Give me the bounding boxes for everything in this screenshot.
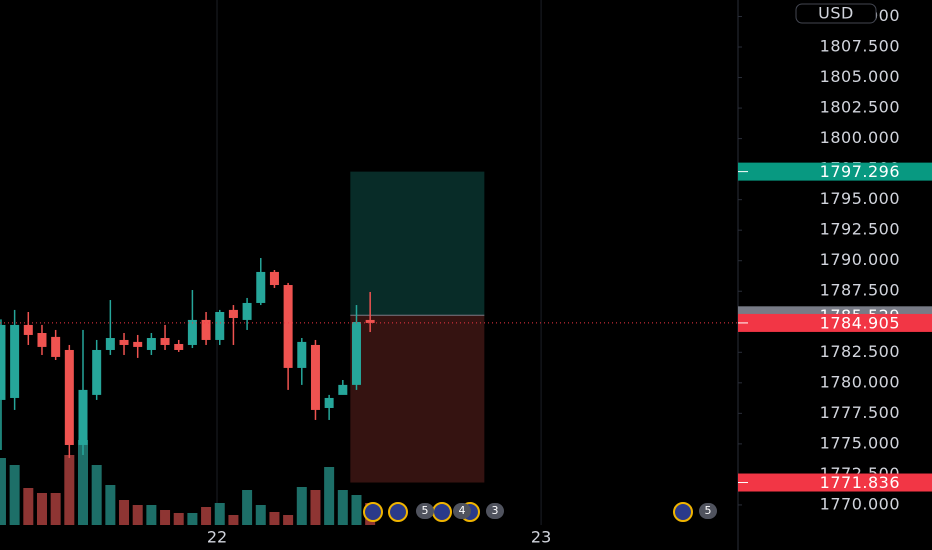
candle-body — [242, 302, 252, 320]
y-tick-label: 1792.500 — [820, 220, 900, 239]
volume-bar — [351, 495, 362, 525]
event-badge — [486, 503, 504, 519]
price-label-box — [738, 162, 932, 181]
candle-body — [10, 324, 20, 398]
y-tick-label: 1787.500 — [820, 281, 900, 300]
y-tick-label: 1770.000 — [820, 494, 900, 513]
candle-body — [146, 338, 156, 350]
volume-bar — [255, 505, 266, 525]
volume-bar — [310, 490, 321, 525]
event-badge — [416, 503, 434, 519]
event-badge — [699, 503, 717, 519]
candle-body — [215, 312, 225, 340]
currency-box — [795, 3, 877, 24]
candle-body — [160, 338, 170, 345]
event-badge-text: 4 — [459, 504, 466, 517]
volume-bar — [187, 513, 198, 525]
events: 5 4 3 5 — [363, 502, 717, 522]
candle-body — [201, 319, 211, 340]
volume-bar — [214, 503, 225, 525]
volume-bar — [78, 440, 89, 525]
candle-body — [92, 349, 102, 395]
volume-bar — [324, 467, 335, 525]
volume-bar — [0, 458, 6, 525]
candle-body — [78, 389, 88, 445]
x-tick-label: 22 — [207, 528, 227, 547]
candle-body — [256, 271, 266, 303]
event-flag[interactable] — [673, 502, 693, 522]
volume-bar — [132, 505, 143, 525]
candle-body — [269, 271, 279, 286]
y-tick-label: 1802.500 — [820, 98, 900, 117]
y-tick-label: 1775.000 — [820, 433, 900, 452]
candle-body — [174, 343, 184, 350]
loss-zone — [350, 315, 485, 483]
price-label-box — [738, 313, 932, 332]
y-tick-label: 1777.500 — [820, 403, 900, 422]
x-tick-label: 23 — [531, 528, 551, 547]
candle-body — [228, 309, 238, 318]
event-badge — [453, 503, 471, 519]
candle-body — [297, 341, 307, 368]
volume-bar — [91, 465, 102, 525]
event-flag[interactable] — [363, 502, 383, 522]
y-tick-label: 1805.000 — [820, 67, 900, 86]
volume-bar — [228, 515, 239, 525]
volume-bar — [337, 490, 348, 525]
volume-bar — [105, 485, 116, 525]
candle-body — [64, 349, 74, 445]
candle-body — [51, 336, 61, 357]
volume-bar — [160, 510, 171, 525]
candle-body — [23, 324, 33, 335]
y-tick-label: 1807.500 — [820, 37, 900, 56]
volume-bar — [269, 512, 280, 525]
volume-bar — [119, 500, 130, 525]
price-label: 1771.836 — [820, 473, 900, 492]
y-tick-label: 1780.000 — [820, 372, 900, 391]
volume-bar — [50, 493, 61, 525]
candle-body — [324, 397, 334, 408]
volume-bar — [23, 488, 34, 525]
candle-body — [338, 384, 348, 395]
event-badge-text: 5 — [705, 504, 712, 517]
candle-body — [105, 338, 115, 350]
volume-bar — [64, 455, 75, 525]
price-label-box — [738, 473, 932, 492]
y-tick-label: 1790.000 — [820, 250, 900, 269]
volume-bar — [9, 465, 20, 525]
candle-body — [351, 322, 361, 385]
volume-bar — [296, 487, 307, 525]
event-flag[interactable] — [432, 502, 452, 522]
volume-bar — [242, 490, 253, 525]
volume-bar — [283, 515, 294, 525]
price-label: 1797.296 — [820, 162, 900, 181]
volume-bar — [173, 513, 184, 525]
candle-body — [0, 324, 6, 400]
event-flag[interactable] — [388, 502, 408, 522]
volume-bar — [146, 505, 157, 525]
candle-body — [283, 285, 293, 368]
volume-bar — [36, 493, 47, 525]
plot-layer — [0, 0, 738, 525]
y-tick-label: 1795.000 — [820, 189, 900, 208]
price-label: 1784.905 — [820, 313, 900, 332]
y-tick-label: 1800.000 — [820, 128, 900, 147]
candle-body — [310, 344, 320, 410]
currency-label: USD — [818, 4, 854, 23]
candle-body — [119, 339, 129, 345]
event-badge-text: 5 — [422, 504, 429, 517]
y-tick-label: 1782.500 — [820, 342, 900, 361]
candle-body — [365, 319, 375, 323]
volume-bar — [201, 507, 212, 525]
candle-body — [37, 333, 47, 347]
candle-body — [133, 341, 143, 347]
event-badge-text: 3 — [492, 504, 499, 517]
candle-body — [187, 319, 197, 345]
profit-zone — [350, 171, 485, 316]
